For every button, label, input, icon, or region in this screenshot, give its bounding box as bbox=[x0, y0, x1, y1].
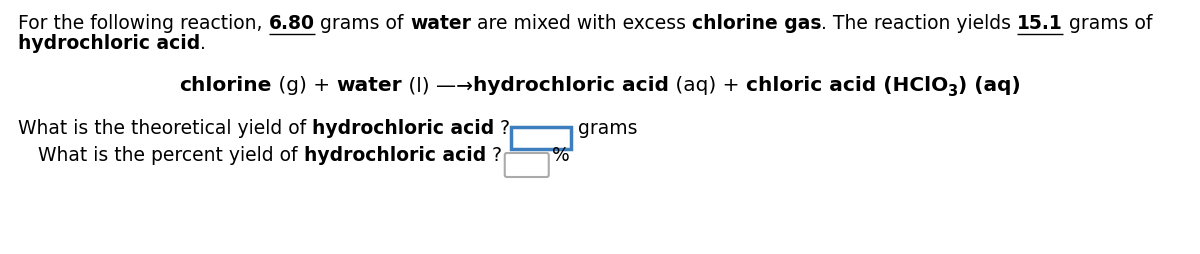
Text: (aq) +: (aq) + bbox=[668, 76, 745, 95]
Text: grams of: grams of bbox=[314, 14, 410, 33]
FancyBboxPatch shape bbox=[505, 153, 548, 177]
Text: hydrochloric acid: hydrochloric acid bbox=[312, 119, 494, 138]
Text: (l) —→: (l) —→ bbox=[402, 76, 473, 95]
Text: are mixed with excess: are mixed with excess bbox=[470, 14, 692, 33]
Text: %: % bbox=[552, 146, 570, 165]
Text: grams: grams bbox=[578, 119, 638, 138]
Text: .: . bbox=[200, 34, 206, 53]
Text: 6.80: 6.80 bbox=[269, 14, 314, 33]
Text: For the following reaction,: For the following reaction, bbox=[18, 14, 269, 33]
Text: ?: ? bbox=[486, 146, 502, 165]
Text: water: water bbox=[410, 14, 470, 33]
Text: chloric acid (HClO: chloric acid (HClO bbox=[745, 76, 948, 95]
Text: hydrochloric acid: hydrochloric acid bbox=[304, 146, 486, 165]
Bar bbox=[511, 127, 571, 149]
Text: ?: ? bbox=[494, 119, 510, 138]
Text: hydrochloric acid: hydrochloric acid bbox=[18, 34, 200, 53]
Text: chlorine: chlorine bbox=[179, 76, 271, 95]
Text: 15.1: 15.1 bbox=[1018, 14, 1063, 33]
Text: (g) +: (g) + bbox=[271, 76, 336, 95]
Text: . The reaction yields: . The reaction yields bbox=[821, 14, 1018, 33]
Text: hydrochloric acid: hydrochloric acid bbox=[473, 76, 668, 95]
Text: What is the percent yield of: What is the percent yield of bbox=[38, 146, 304, 165]
Text: chlorine gas: chlorine gas bbox=[692, 14, 821, 33]
Text: ) (aq): ) (aq) bbox=[958, 76, 1021, 95]
Text: 3: 3 bbox=[948, 84, 958, 99]
Text: What is the theoretical yield of: What is the theoretical yield of bbox=[18, 119, 312, 138]
Text: grams of: grams of bbox=[1063, 14, 1152, 33]
Text: water: water bbox=[336, 76, 402, 95]
